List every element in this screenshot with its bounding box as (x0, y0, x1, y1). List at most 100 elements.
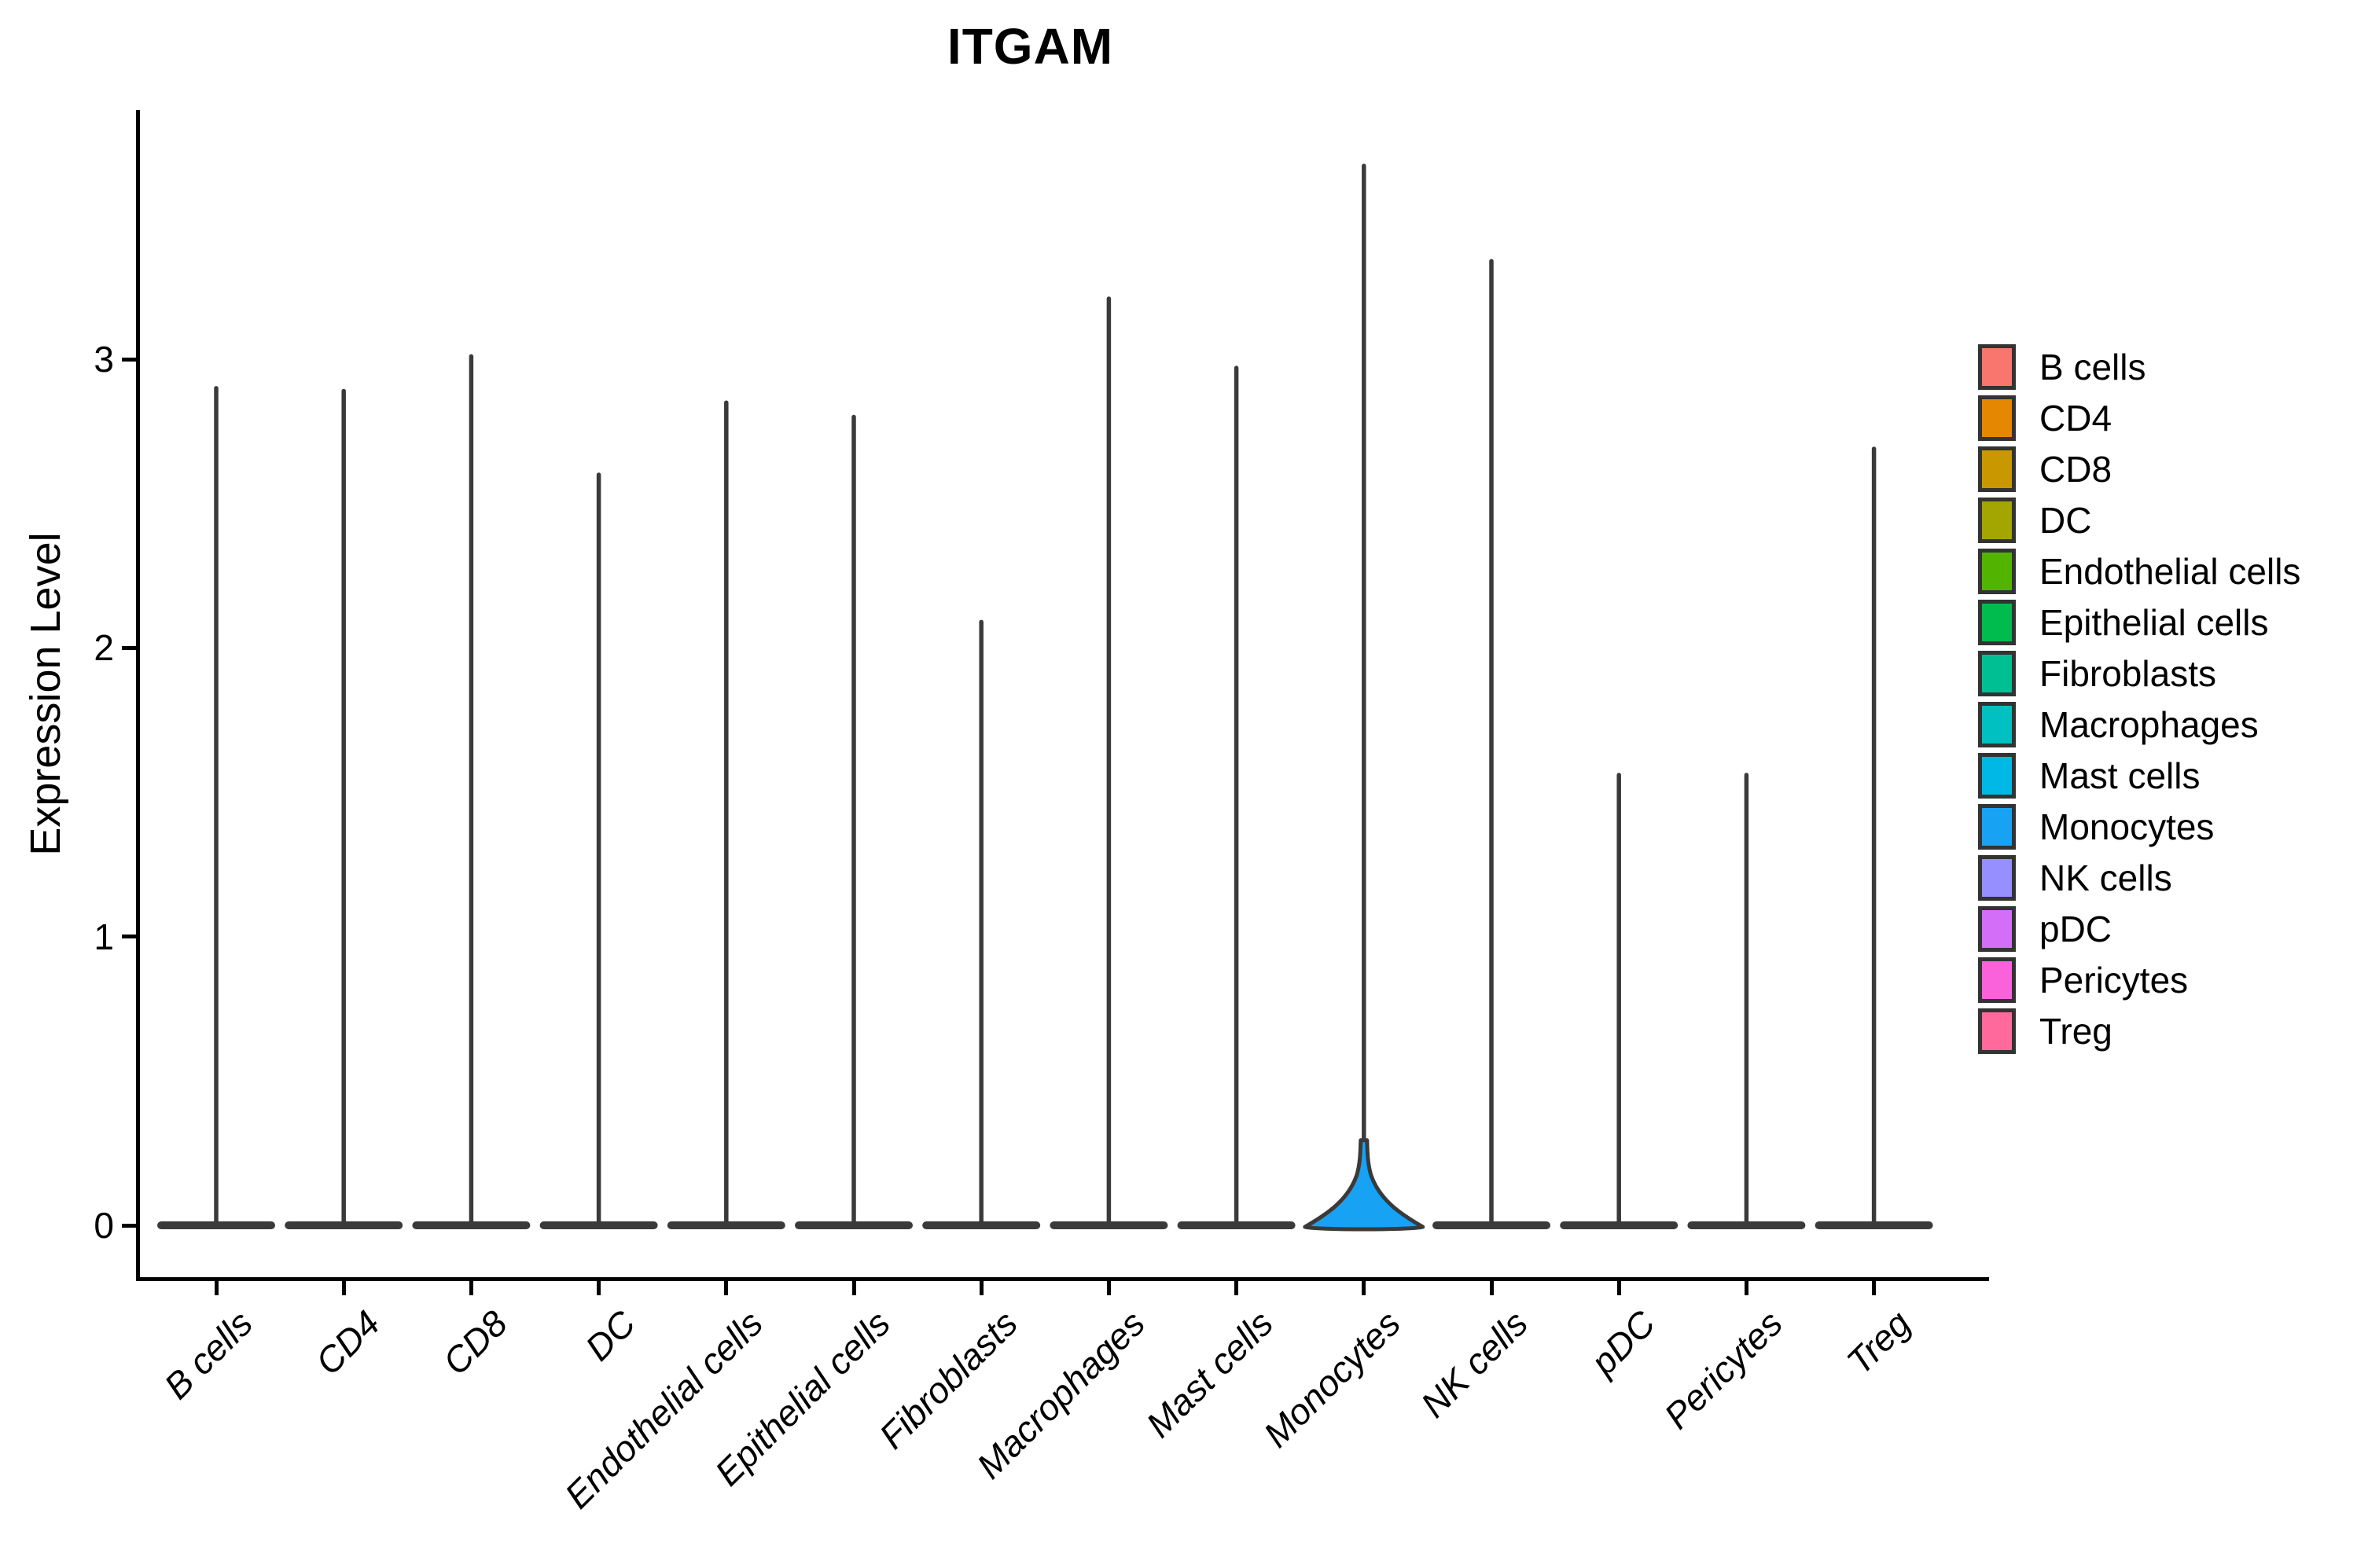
x-category-label-nk-cells: NK cells (1412, 1302, 1536, 1426)
legend-item-macrophages: Macrophages (1978, 702, 2300, 747)
legend-label-b-cells: B cells (2039, 347, 2146, 387)
legend-item-dc: DC (1978, 498, 2300, 543)
x-tick-mark-cd8 (469, 1280, 473, 1295)
violin-macrophages (1050, 296, 1168, 1229)
legend-item-epithelial-cells: Epithelial cells (1978, 600, 2300, 645)
x-category-label-macrophages: Macrophages (969, 1302, 1153, 1487)
legend-swatch-treg (1978, 1008, 2016, 1054)
plot-panel (138, 110, 1989, 1279)
x-category-label-pericytes: Pericytes (1656, 1302, 1791, 1437)
violin-baseline-mass (157, 1221, 275, 1229)
legend-label-endothelial-cells: Endothelial cells (2039, 551, 2301, 592)
legend-item-treg: Treg (1978, 1008, 2300, 1054)
legend-item-nk-cells: NK cells (1978, 855, 2300, 901)
legend-item-cd8: CD8 (1978, 446, 2300, 492)
violin-baseline-mass (539, 1221, 658, 1229)
legend-item-pdc: pDC (1978, 906, 2300, 952)
y-axis-title: Expression Level (22, 532, 69, 856)
legend-swatch-macrophages (1978, 702, 2016, 747)
legend-label-treg: Treg (2039, 1011, 2112, 1052)
x-category-label-epithelial-cells: Epithelial cells (707, 1302, 899, 1494)
x-tick-mark-dc (597, 1280, 601, 1295)
legend-item-cd4: CD4 (1978, 395, 2300, 441)
x-tick-mark-mast-cells (1234, 1280, 1239, 1295)
x-category-label-fibroblasts: Fibroblasts (871, 1302, 1026, 1457)
legend-item-endothelial-cells: Endothelial cells (1978, 549, 2300, 594)
x-tick-mark-endothelial-cells (724, 1280, 729, 1295)
x-tick-mark-pdc (1616, 1280, 1621, 1295)
legend-swatch-pericytes (1978, 957, 2016, 1003)
violin-baseline-mass (795, 1221, 913, 1229)
x-tick-mark-cd4 (341, 1280, 346, 1295)
violin-epithelial-cells (795, 414, 913, 1229)
violin-baseline-mass (1432, 1221, 1550, 1229)
legend: B cells CD4 CD8 DC Endothelial cells Epitheli… (1978, 344, 2300, 1059)
y-tick-mark-3 (122, 357, 137, 362)
legend-item-monocytes: Monocytes (1978, 804, 2300, 850)
violin-dc (539, 472, 658, 1229)
violin-nk-cells (1432, 259, 1550, 1229)
y-tick-mark-2 (122, 645, 137, 650)
x-axis-line (136, 1277, 1989, 1281)
violin-fibroblasts (922, 619, 1041, 1229)
x-tick-mark-pericytes (1744, 1280, 1748, 1295)
x-tick-mark-fibroblasts (979, 1280, 984, 1295)
chart-title: ITGAM (947, 18, 1114, 75)
x-tick-mark-b-cells (214, 1280, 219, 1295)
x-tick-mark-monocytes (1362, 1280, 1366, 1295)
violin-pdc (1560, 773, 1679, 1229)
violin-baseline-mass (1177, 1221, 1296, 1229)
legend-label-epithelial-cells: Epithelial cells (2039, 602, 2269, 643)
y-tick-label-3: 3 (94, 339, 114, 380)
x-category-label-pdc: pDC (1583, 1302, 1664, 1383)
legend-swatch-monocytes (1978, 804, 2016, 850)
x-category-label-endothelial-cells: Endothelial cells (557, 1302, 770, 1517)
violin-baseline-mass (1687, 1221, 1806, 1229)
legend-label-fibroblasts: Fibroblasts (2039, 653, 2216, 694)
legend-swatch-fibroblasts (1978, 651, 2016, 696)
legend-swatch-mast-cells (1978, 753, 2016, 799)
legend-swatch-epithelial-cells (1978, 600, 2016, 645)
x-category-label-cd8: CD8 (435, 1302, 516, 1383)
violin-cd4 (285, 388, 403, 1229)
legend-label-pdc: pDC (2039, 909, 2112, 949)
y-tick-mark-0 (122, 1223, 137, 1228)
violin-pericytes (1687, 773, 1806, 1229)
x-tick-mark-treg (1872, 1280, 1877, 1295)
y-tick-label-1: 1 (94, 916, 114, 957)
legend-label-monocytes: Monocytes (2039, 806, 2215, 847)
violin-baseline-mass (412, 1221, 531, 1229)
legend-label-mast-cells: Mast cells (2039, 755, 2201, 796)
violin-mast-cells (1177, 365, 1296, 1229)
legend-label-cd8: CD8 (2039, 449, 2112, 490)
legend-swatch-cd8 (1978, 446, 2016, 492)
violin-density-bulge (1303, 1138, 1425, 1232)
legend-item-mast-cells: Mast cells (1978, 753, 2300, 799)
violin-monocytes (1303, 163, 1425, 1232)
x-tick-mark-macrophages (1106, 1280, 1111, 1295)
y-axis-line (136, 110, 140, 1281)
legend-label-nk-cells: NK cells (2039, 857, 2172, 898)
violin-canvas (157, 163, 1933, 1232)
x-tick-mark-nk-cells (1489, 1280, 1494, 1295)
legend-swatch-b-cells (1978, 344, 2016, 390)
violin-b-cells (157, 386, 275, 1229)
violin-baseline-mass (285, 1221, 403, 1229)
legend-swatch-dc (1978, 498, 2016, 543)
x-category-label-monocytes: Monocytes (1255, 1302, 1408, 1456)
violin-baseline-mass (667, 1221, 785, 1229)
violin-treg (1815, 446, 1933, 1229)
legend-item-b-cells: B cells (1978, 344, 2300, 390)
legend-item-fibroblasts: Fibroblasts (1978, 651, 2300, 696)
x-category-label-dc: DC (576, 1302, 643, 1369)
x-category-label-mast-cells: Mast cells (1138, 1302, 1281, 1445)
legend-label-pericytes: Pericytes (2039, 960, 2189, 1001)
y-tick-mark-1 (122, 935, 137, 939)
violin-baseline-mass (1560, 1221, 1679, 1229)
violin-baseline-mass (922, 1221, 1041, 1229)
violin-cd8 (412, 354, 531, 1229)
x-tick-mark-epithelial-cells (851, 1280, 856, 1295)
x-category-label-b-cells: B cells (156, 1302, 261, 1407)
legend-label-macrophages: Macrophages (2039, 704, 2259, 745)
